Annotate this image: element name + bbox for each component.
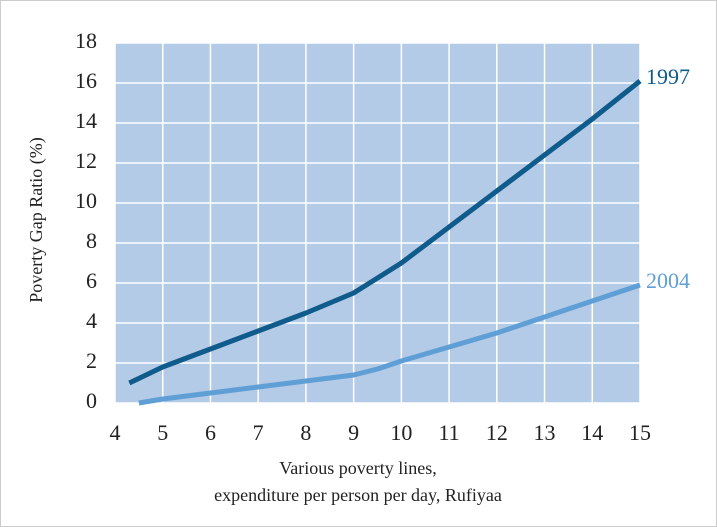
x-tick-label: 14 [581, 420, 603, 445]
x-tick-label: 4 [110, 420, 121, 445]
plot-area [114, 42, 641, 404]
x-tick-label: 15 [629, 420, 651, 445]
x-tick-label: 12 [486, 420, 508, 445]
plot-background [115, 43, 640, 403]
y-axis-title: Poverty Gap Ratio (%) [26, 137, 47, 302]
x-tick-label: 8 [300, 420, 311, 445]
x-tick-label: 10 [390, 420, 412, 445]
series-label: 2004 [646, 268, 690, 293]
y-tick-label: 10 [75, 188, 97, 213]
y-tick-label: 16 [75, 68, 97, 93]
x-tick-label: 5 [157, 420, 168, 445]
y-tick-label: 18 [75, 28, 97, 53]
x-axis-title: Various poverty lines, [279, 458, 436, 478]
x-tick-label: 11 [438, 420, 459, 445]
x-tick-label: 9 [348, 420, 359, 445]
y-tick-label: 8 [86, 228, 97, 253]
y-tick-label: 2 [86, 348, 97, 373]
x-tick-label: 7 [253, 420, 264, 445]
y-tick-label: 6 [86, 268, 97, 293]
x-tick-label: 13 [534, 420, 556, 445]
x-tick-label: 6 [205, 420, 216, 445]
series-line [128, 79, 642, 386]
series-label: 1997 [646, 64, 690, 89]
y-tick-label: 14 [75, 108, 97, 133]
y-tick-label: 4 [86, 308, 97, 333]
x-axis-title: expenditure per person per day, Rufiyaa [214, 485, 502, 505]
y-tick-label: 0 [86, 388, 97, 413]
series-line [138, 282, 641, 406]
y-tick-label: 12 [75, 148, 97, 173]
